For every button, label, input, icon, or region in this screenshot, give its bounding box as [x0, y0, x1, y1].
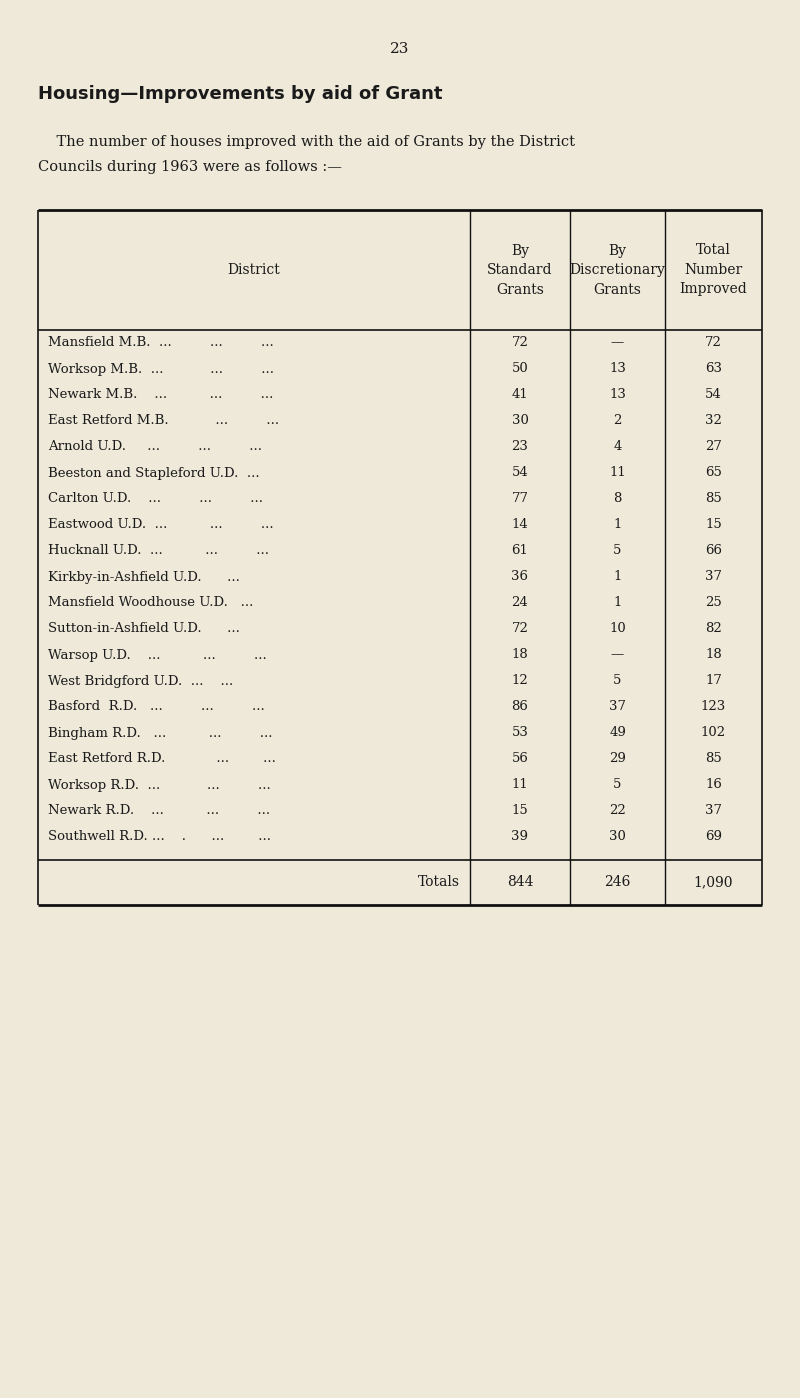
Text: By
Discretionary
Grants: By Discretionary Grants [570, 243, 666, 296]
Text: Southwell R.D. ...    .      ...        ...: Southwell R.D. ... . ... ... [48, 830, 271, 843]
Text: 13: 13 [609, 362, 626, 376]
Text: Mansfield M.B.  ...         ...         ...: Mansfield M.B. ... ... ... [48, 337, 274, 350]
Text: 72: 72 [705, 337, 722, 350]
Text: Hucknall U.D.  ...          ...         ...: Hucknall U.D. ... ... ... [48, 544, 269, 558]
Text: 1: 1 [614, 570, 622, 583]
Text: 77: 77 [511, 492, 529, 506]
Text: 49: 49 [609, 727, 626, 740]
Text: 15: 15 [512, 804, 528, 818]
Text: 36: 36 [511, 570, 529, 583]
Text: 14: 14 [512, 519, 528, 531]
Text: 39: 39 [511, 830, 529, 843]
Text: 24: 24 [512, 597, 528, 610]
Text: 32: 32 [705, 414, 722, 428]
Text: 5: 5 [614, 779, 622, 791]
Text: East Retford R.D.            ...        ...: East Retford R.D. ... ... [48, 752, 276, 766]
Text: Warsop U.D.    ...          ...         ...: Warsop U.D. ... ... ... [48, 649, 266, 661]
Text: 1: 1 [614, 519, 622, 531]
Text: 56: 56 [511, 752, 529, 766]
Text: 1,090: 1,090 [694, 875, 734, 889]
Text: By
Standard
Grants: By Standard Grants [487, 243, 553, 296]
Text: Basford  R.D.   ...         ...         ...: Basford R.D. ... ... ... [48, 700, 265, 713]
Text: Newark R.D.    ...          ...         ...: Newark R.D. ... ... ... [48, 804, 270, 818]
Text: 18: 18 [512, 649, 528, 661]
Text: 63: 63 [705, 362, 722, 376]
Text: 29: 29 [609, 752, 626, 766]
Text: 123: 123 [701, 700, 726, 713]
Text: 18: 18 [705, 649, 722, 661]
Text: 72: 72 [511, 337, 529, 350]
Text: 11: 11 [512, 779, 528, 791]
Text: Newark M.B.    ...          ...         ...: Newark M.B. ... ... ... [48, 389, 274, 401]
Text: 66: 66 [705, 544, 722, 558]
Text: 30: 30 [609, 830, 626, 843]
Text: 86: 86 [511, 700, 529, 713]
Text: 8: 8 [614, 492, 622, 506]
Text: District: District [228, 263, 280, 277]
Text: 13: 13 [609, 389, 626, 401]
Text: 4: 4 [614, 440, 622, 453]
Text: Mansfield Woodhouse U.D.   ...: Mansfield Woodhouse U.D. ... [48, 597, 254, 610]
Text: 11: 11 [609, 467, 626, 480]
Text: 37: 37 [705, 570, 722, 583]
Text: 69: 69 [705, 830, 722, 843]
Text: 41: 41 [512, 389, 528, 401]
Text: 246: 246 [604, 875, 630, 889]
Text: 16: 16 [705, 779, 722, 791]
Text: 72: 72 [511, 622, 529, 636]
Text: West Bridgford U.D.  ...    ...: West Bridgford U.D. ... ... [48, 674, 234, 688]
Text: 37: 37 [609, 700, 626, 713]
Text: East Retford M.B.           ...         ...: East Retford M.B. ... ... [48, 414, 279, 428]
Text: Worksop R.D.  ...           ...         ...: Worksop R.D. ... ... ... [48, 779, 270, 791]
Text: Carlton U.D.    ...         ...         ...: Carlton U.D. ... ... ... [48, 492, 263, 506]
Text: 15: 15 [705, 519, 722, 531]
Text: 17: 17 [705, 674, 722, 688]
Text: 27: 27 [705, 440, 722, 453]
Text: 54: 54 [512, 467, 528, 480]
Text: 53: 53 [511, 727, 529, 740]
Text: 85: 85 [705, 752, 722, 766]
Text: 82: 82 [705, 622, 722, 636]
Text: 65: 65 [705, 467, 722, 480]
Text: Arnold U.D.     ...         ...         ...: Arnold U.D. ... ... ... [48, 440, 262, 453]
Text: 25: 25 [705, 597, 722, 610]
Text: 10: 10 [609, 622, 626, 636]
Text: 85: 85 [705, 492, 722, 506]
Text: 102: 102 [701, 727, 726, 740]
Text: —: — [611, 337, 624, 350]
Text: Total
Number
Improved: Total Number Improved [680, 243, 747, 296]
Text: Councils during 1963 were as follows :—: Councils during 1963 were as follows :— [38, 159, 342, 173]
Text: 50: 50 [512, 362, 528, 376]
Text: 22: 22 [609, 804, 626, 818]
Text: Kirkby-in-Ashfield U.D.      ...: Kirkby-in-Ashfield U.D. ... [48, 570, 240, 583]
Text: 5: 5 [614, 674, 622, 688]
Text: 23: 23 [511, 440, 529, 453]
Text: 12: 12 [512, 674, 528, 688]
Text: Worksop M.B.  ...           ...         ...: Worksop M.B. ... ... ... [48, 362, 274, 376]
Text: Housing—Improvements by aid of Grant: Housing—Improvements by aid of Grant [38, 85, 442, 103]
Text: Beeston and Stapleford U.D.  ...: Beeston and Stapleford U.D. ... [48, 467, 260, 480]
Text: Eastwood U.D.  ...          ...         ...: Eastwood U.D. ... ... ... [48, 519, 274, 531]
Text: 54: 54 [705, 389, 722, 401]
Text: 2: 2 [614, 414, 622, 428]
Text: Sutton-in-Ashfield U.D.      ...: Sutton-in-Ashfield U.D. ... [48, 622, 240, 636]
Text: The number of houses improved with the aid of Grants by the District: The number of houses improved with the a… [38, 136, 575, 150]
Text: Totals: Totals [418, 875, 460, 889]
Text: —: — [611, 649, 624, 661]
Text: 844: 844 [506, 875, 534, 889]
Text: 37: 37 [705, 804, 722, 818]
Text: 1: 1 [614, 597, 622, 610]
Text: 61: 61 [511, 544, 529, 558]
Text: 23: 23 [390, 42, 410, 56]
Text: 30: 30 [511, 414, 529, 428]
Text: 5: 5 [614, 544, 622, 558]
Text: Bingham R.D.   ...          ...         ...: Bingham R.D. ... ... ... [48, 727, 273, 740]
